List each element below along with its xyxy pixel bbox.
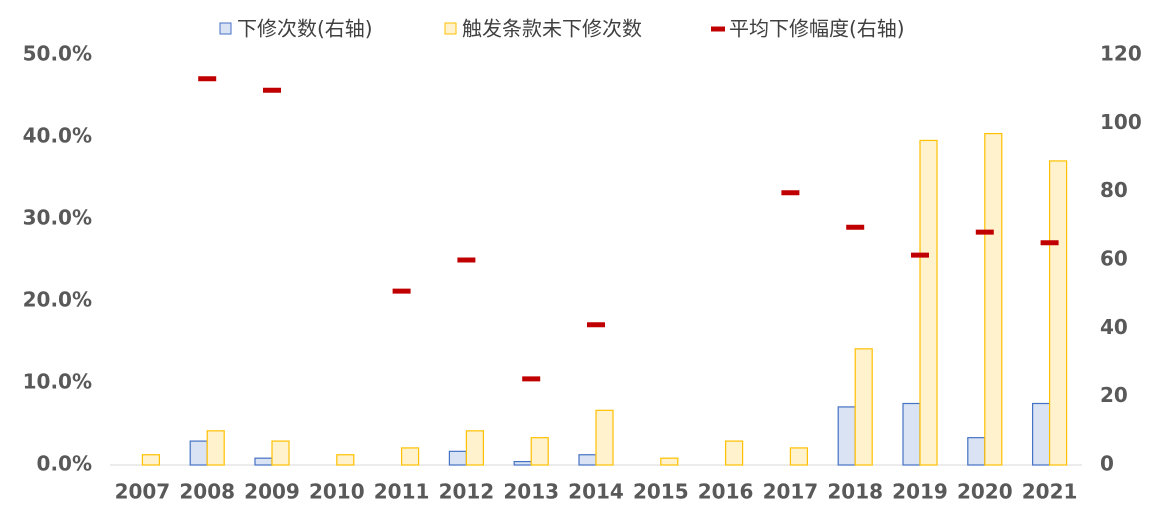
legend-label: 触发条款未下修次数 (462, 17, 642, 41)
y2-tick-label: 40 (1100, 315, 1128, 339)
bar (967, 437, 986, 466)
x-tick-label: 2013 (503, 480, 559, 504)
x-tick-label: 2010 (309, 480, 365, 504)
x-tick-label: 2012 (439, 480, 495, 504)
bar (984, 132, 1003, 466)
bar (513, 460, 532, 466)
x-tick-label: 2009 (244, 480, 300, 504)
x-tick-label: 2017 (763, 480, 819, 504)
x-tick-label: 2014 (568, 480, 624, 504)
y-tick-label: 40.0% (23, 124, 92, 148)
bar (189, 440, 208, 466)
legend-label: 平均下修幅度(右轴) (729, 17, 905, 41)
y2-tick-label: 80 (1100, 178, 1128, 202)
y2-tick-label: 0 (1100, 452, 1114, 476)
y2-tick-label: 120 (1100, 42, 1142, 66)
bar (1048, 160, 1068, 466)
y2-tick-label: 100 (1100, 110, 1142, 134)
x-tick-label: 2018 (827, 480, 883, 504)
y2-tick-label: 20 (1100, 383, 1128, 407)
x-tick-label: 2007 (115, 480, 171, 504)
bar (448, 450, 467, 466)
y-tick-label: 20.0% (23, 288, 92, 312)
bar (1031, 402, 1051, 466)
bar (595, 409, 614, 466)
x-tick-label: 2015 (633, 480, 689, 504)
bar (271, 440, 290, 466)
x-tick-label: 2020 (957, 480, 1013, 504)
bar (530, 437, 549, 466)
x-tick-label: 2011 (374, 480, 430, 504)
y-tick-label: 0.0% (37, 452, 92, 476)
bar (789, 447, 809, 466)
bar (919, 139, 938, 466)
bar (206, 430, 225, 466)
bar (660, 457, 679, 466)
bar (578, 454, 597, 466)
bar (837, 406, 856, 466)
bar (465, 430, 484, 466)
bar (902, 402, 921, 466)
y-tick-label: 10.0% (23, 370, 92, 394)
legend-swatch (219, 22, 232, 35)
legend-label: 下修次数(右轴) (237, 17, 373, 41)
y-tick-label: 50.0% (23, 42, 92, 66)
y-tick-label: 30.0% (23, 206, 92, 230)
bar (854, 348, 873, 466)
bar (336, 454, 355, 466)
bar (254, 457, 273, 466)
bar (724, 440, 744, 466)
y2-tick-label: 60 (1100, 247, 1128, 271)
bar (401, 447, 420, 466)
x-tick-label: 2016 (698, 480, 754, 504)
bar (141, 454, 160, 466)
x-tick-label: 2021 (1022, 480, 1078, 504)
x-tick-label: 2019 (892, 480, 948, 504)
x-tick-label: 2008 (179, 480, 235, 504)
legend-swatch (444, 22, 457, 35)
